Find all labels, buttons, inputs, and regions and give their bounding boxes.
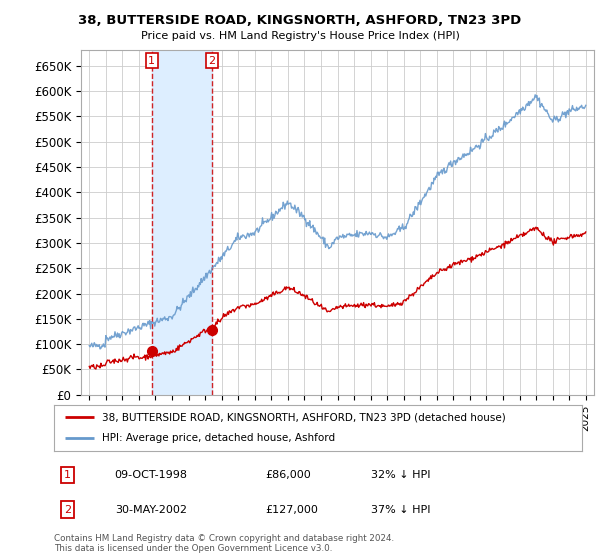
Text: 1: 1	[148, 55, 155, 66]
Text: Price paid vs. HM Land Registry's House Price Index (HPI): Price paid vs. HM Land Registry's House …	[140, 31, 460, 41]
Text: 2: 2	[208, 55, 215, 66]
Text: 1: 1	[64, 470, 71, 480]
Text: 30-MAY-2002: 30-MAY-2002	[115, 505, 187, 515]
Text: 09-OCT-1998: 09-OCT-1998	[115, 470, 188, 480]
Text: 38, BUTTERSIDE ROAD, KINGSNORTH, ASHFORD, TN23 3PD: 38, BUTTERSIDE ROAD, KINGSNORTH, ASHFORD…	[79, 14, 521, 27]
Text: Contains HM Land Registry data © Crown copyright and database right 2024.
This d: Contains HM Land Registry data © Crown c…	[54, 534, 394, 553]
Bar	[152, 50, 212, 395]
Text: 38, BUTTERSIDE ROAD, KINGSNORTH, ASHFORD, TN23 3PD (detached house): 38, BUTTERSIDE ROAD, KINGSNORTH, ASHFORD…	[101, 412, 505, 422]
Text: 2: 2	[64, 505, 71, 515]
Text: HPI: Average price, detached house, Ashford: HPI: Average price, detached house, Ashf…	[101, 433, 335, 444]
Text: £127,000: £127,000	[265, 505, 318, 515]
Text: 32% ↓ HPI: 32% ↓ HPI	[371, 470, 430, 480]
Text: 37% ↓ HPI: 37% ↓ HPI	[371, 505, 430, 515]
Text: £86,000: £86,000	[265, 470, 311, 480]
